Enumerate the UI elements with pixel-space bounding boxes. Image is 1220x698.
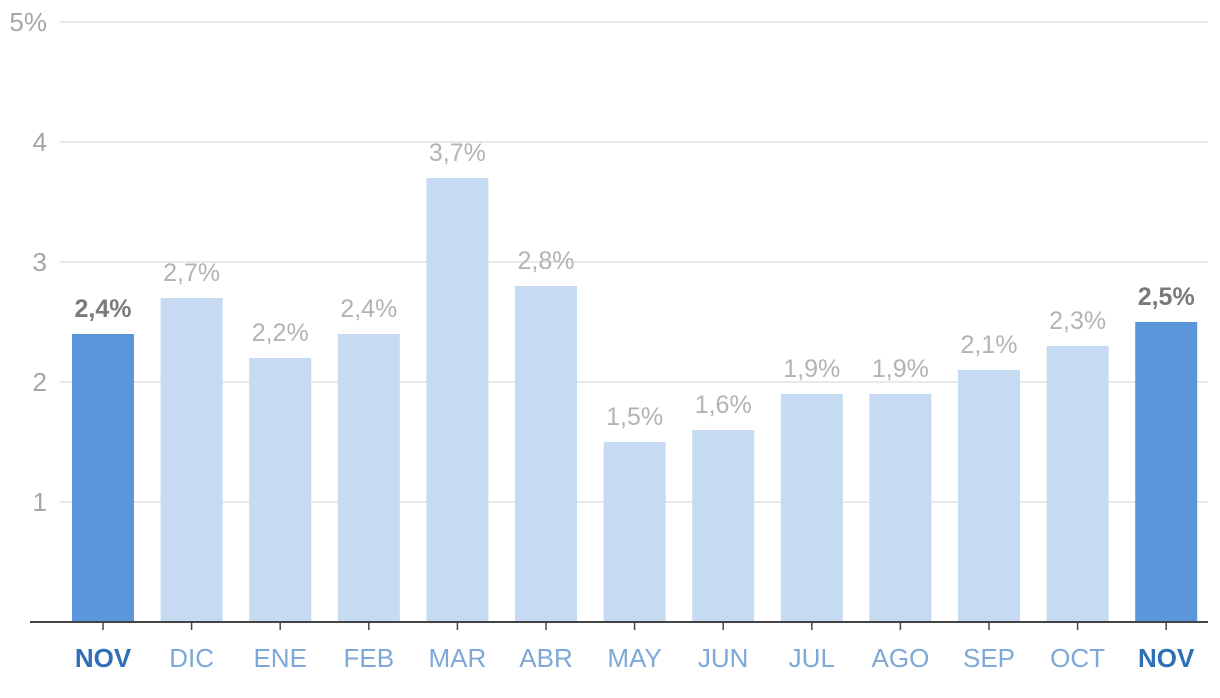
bar-nov-0 bbox=[72, 334, 134, 622]
x-tick-label: OCT bbox=[1050, 643, 1105, 673]
x-tick-label: MAY bbox=[607, 643, 661, 673]
bar-feb-3 bbox=[337, 334, 400, 622]
y-tick-label: 3 bbox=[33, 247, 47, 277]
data-label: 2,3% bbox=[1049, 307, 1106, 335]
data-label: 2,2% bbox=[252, 319, 309, 347]
bars bbox=[72, 178, 1198, 622]
bar-mar-4 bbox=[426, 178, 489, 622]
x-tick-label: AGO bbox=[872, 643, 930, 673]
data-label: 2,4% bbox=[75, 295, 132, 323]
y-axis-ticks: 1 2 3 4 5% bbox=[9, 7, 47, 517]
bar-dic-1 bbox=[160, 298, 223, 622]
data-label: 1,9% bbox=[783, 355, 840, 383]
x-tick-label: ABR bbox=[519, 643, 572, 673]
bar-ago-9 bbox=[869, 394, 932, 622]
data-label: 2,4% bbox=[340, 295, 397, 323]
bar-ene-2 bbox=[249, 358, 312, 622]
data-label: 1,9% bbox=[872, 355, 929, 383]
bar-abr-5 bbox=[515, 286, 577, 622]
data-label: 1,5% bbox=[606, 403, 663, 431]
x-tick-label: SEP bbox=[963, 643, 1015, 673]
bar-sep-10 bbox=[958, 370, 1020, 622]
data-labels: 2,4% 2,7% 2,2% 2,4% 3,7% 2,8% 1,5% 1,6% 1,9% 1,9%… bbox=[75, 139, 1195, 431]
data-label: 1,6% bbox=[695, 391, 752, 419]
bar-jul-8 bbox=[780, 394, 843, 622]
y-tick-label: 5% bbox=[9, 7, 47, 37]
x-tick-label: JUL bbox=[789, 643, 835, 673]
y-tick-label: 4 bbox=[33, 127, 47, 157]
x-tick-label: NOV bbox=[75, 643, 132, 673]
bar-nov-12 bbox=[1135, 322, 1198, 622]
bar-jun-7 bbox=[692, 430, 755, 622]
y-tick-label: 1 bbox=[33, 487, 47, 517]
data-label: 3,7% bbox=[429, 139, 486, 167]
bar-may-6 bbox=[603, 442, 666, 622]
data-label: 2,5% bbox=[1138, 283, 1195, 311]
x-tick-label: ENE bbox=[253, 643, 306, 673]
x-tick-label: FEB bbox=[344, 643, 395, 673]
x-tick-label: JUN bbox=[698, 643, 749, 673]
data-label: 2,1% bbox=[961, 331, 1018, 359]
data-label: 2,7% bbox=[163, 259, 220, 287]
x-tick-label: MAR bbox=[429, 643, 487, 673]
x-axis: NOV DIC ENE FEB MAR ABR MAY JUN JUL AGO SEP OCT NOV bbox=[30, 621, 1208, 673]
x-tick-label: DIC bbox=[169, 643, 214, 673]
data-label: 2,8% bbox=[518, 247, 575, 275]
x-tick-label: NOV bbox=[1138, 643, 1195, 673]
bar-oct-11 bbox=[1046, 346, 1109, 622]
y-tick-label: 2 bbox=[33, 367, 47, 397]
